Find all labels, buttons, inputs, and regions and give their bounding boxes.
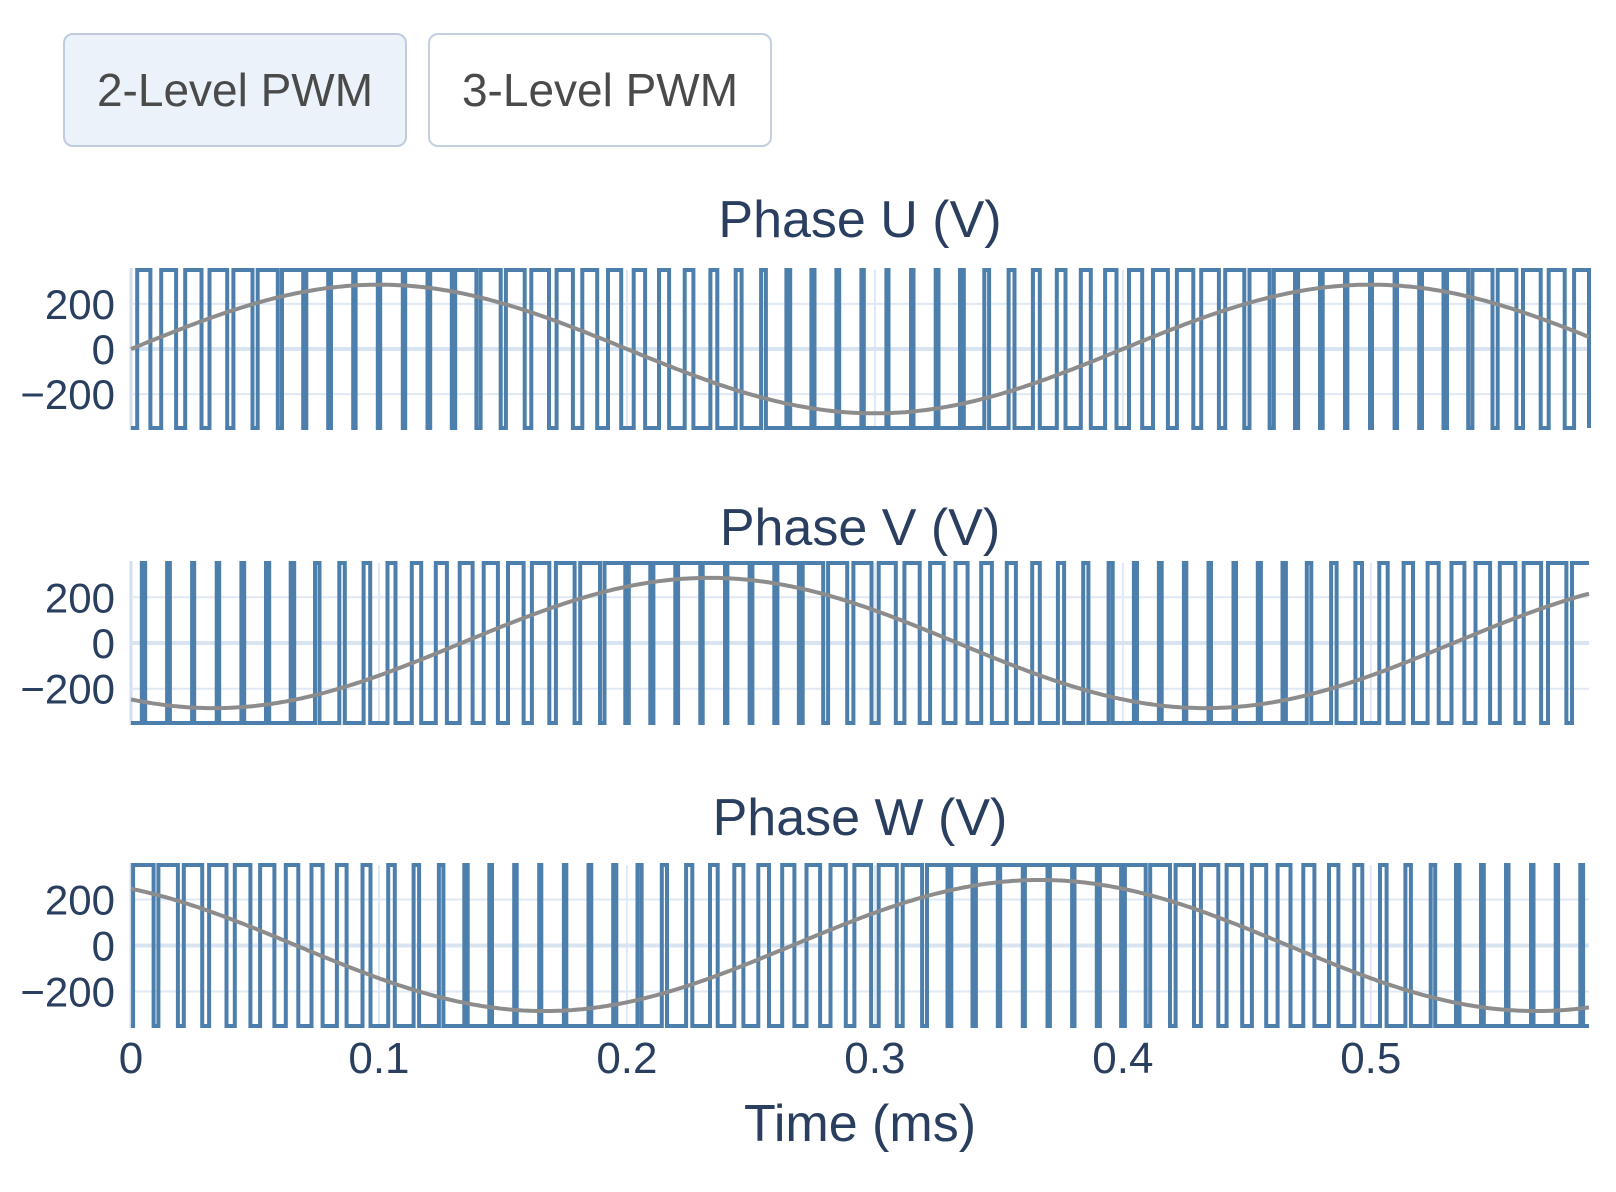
svg-text:−200: −200 bbox=[20, 371, 115, 418]
svg-text:0.5: 0.5 bbox=[1340, 1034, 1401, 1083]
svg-text:0: 0 bbox=[92, 620, 115, 667]
svg-text:−200: −200 bbox=[20, 969, 115, 1016]
svg-text:200: 200 bbox=[45, 877, 115, 924]
svg-text:−200: −200 bbox=[20, 666, 115, 713]
svg-text:0: 0 bbox=[119, 1034, 143, 1083]
svg-text:0.4: 0.4 bbox=[1092, 1034, 1153, 1083]
svg-text:200: 200 bbox=[45, 281, 115, 328]
svg-text:0.2: 0.2 bbox=[596, 1034, 657, 1083]
phase-v-chart-title: Phase V (V) bbox=[719, 499, 1001, 557]
svg-text:0: 0 bbox=[92, 326, 115, 373]
svg-text:200: 200 bbox=[45, 574, 115, 621]
svg-text:0.1: 0.1 bbox=[348, 1034, 409, 1083]
pwm-mode-button-3-level[interactable]: 3-Level PWM bbox=[428, 33, 772, 147]
phase-u-chart-title: Phase U (V) bbox=[718, 191, 1002, 249]
pwm-mode-toolbar: 2-Level PWM 3-Level PWM bbox=[63, 33, 772, 147]
svg-text:0: 0 bbox=[92, 923, 115, 970]
time-axis-label: Time (ms) bbox=[743, 1095, 977, 1153]
pwm-mode-button-2-level[interactable]: 2-Level PWM bbox=[63, 33, 407, 147]
phase-w-chart-title: Phase W (V) bbox=[712, 789, 1008, 847]
svg-text:0.3: 0.3 bbox=[844, 1034, 905, 1083]
